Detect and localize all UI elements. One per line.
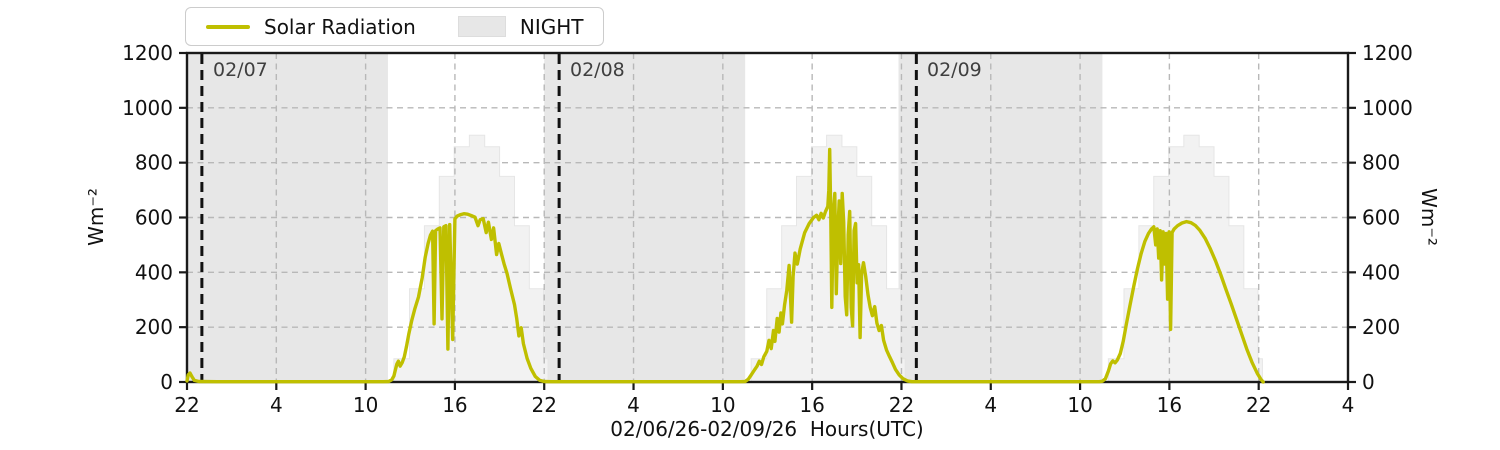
svg-text:400: 400 <box>1362 260 1400 284</box>
svg-text:22: 22 <box>1246 393 1271 417</box>
svg-text:22: 22 <box>174 393 199 417</box>
svg-text:1000: 1000 <box>122 96 173 120</box>
x-axis-label: 02/06/26-02/09/26 Hours(UTC) <box>610 417 924 441</box>
svg-text:4: 4 <box>627 393 640 417</box>
svg-text:600: 600 <box>135 206 173 230</box>
svg-text:400: 400 <box>135 260 173 284</box>
svg-text:4: 4 <box>1342 393 1355 417</box>
legend-night-label: NIGHT <box>519 14 584 39</box>
svg-text:800: 800 <box>1362 151 1400 175</box>
date-label-02-09: 02/09 <box>927 59 982 81</box>
svg-text:10: 10 <box>1067 393 1092 417</box>
gridlines <box>187 53 1348 382</box>
svg-text:16: 16 <box>442 393 467 417</box>
svg-text:0: 0 <box>160 370 173 394</box>
svg-text:22: 22 <box>889 393 914 417</box>
svg-text:1200: 1200 <box>1362 41 1413 65</box>
right-y-axis-label: Wm⁻² <box>1417 188 1441 246</box>
left-y-axis-label: Wm⁻² <box>84 188 108 246</box>
svg-text:200: 200 <box>135 315 173 339</box>
svg-text:4: 4 <box>984 393 997 417</box>
legend-solar-label: Solar Radiation <box>264 14 416 39</box>
solar-radiation-curve <box>185 147 1265 384</box>
date-label-02-07: 02/07 <box>213 59 268 81</box>
svg-text:1200: 1200 <box>122 41 173 65</box>
svg-text:1000: 1000 <box>1362 96 1413 120</box>
solar-radiation-line-swatch <box>206 24 250 29</box>
svg-text:4: 4 <box>270 393 283 417</box>
date-separator-lines <box>200 54 918 382</box>
date-label-02-08: 02/08 <box>570 59 625 81</box>
legend: Solar Radiation NIGHT <box>185 7 605 46</box>
svg-text:22: 22 <box>532 393 557 417</box>
svg-text:800: 800 <box>135 151 173 175</box>
svg-text:600: 600 <box>1362 206 1400 230</box>
svg-text:200: 200 <box>1362 315 1400 339</box>
night-swatch <box>457 16 506 37</box>
svg-text:10: 10 <box>353 393 378 417</box>
svg-text:16: 16 <box>1157 393 1182 417</box>
svg-text:10: 10 <box>710 393 735 417</box>
svg-text:0: 0 <box>1362 370 1375 394</box>
svg-text:16: 16 <box>799 393 824 417</box>
